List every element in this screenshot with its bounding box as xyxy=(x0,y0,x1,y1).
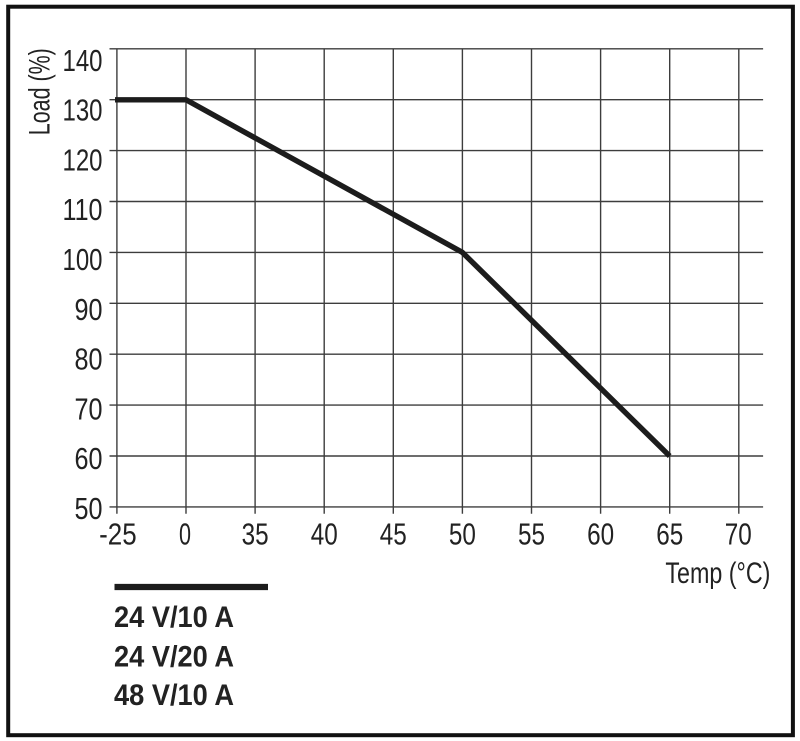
svg-text:Temp (°C): Temp (°C) xyxy=(665,557,770,590)
svg-text:35: 35 xyxy=(242,518,269,552)
svg-text:-25: -25 xyxy=(99,518,137,552)
svg-text:90: 90 xyxy=(75,293,103,327)
svg-text:40: 40 xyxy=(311,518,338,552)
svg-text:0: 0 xyxy=(179,518,191,552)
svg-text:65: 65 xyxy=(656,518,683,552)
svg-text:24 V/10 A: 24 V/10 A xyxy=(114,601,234,634)
svg-text:48 V/10 A: 48 V/10 A xyxy=(114,679,234,712)
svg-text:50: 50 xyxy=(449,518,476,552)
svg-text:80: 80 xyxy=(75,343,103,377)
svg-text:60: 60 xyxy=(587,518,614,552)
svg-text:70: 70 xyxy=(75,392,103,426)
svg-text:130: 130 xyxy=(63,94,103,128)
svg-text:110: 110 xyxy=(63,193,103,227)
svg-text:24 V/20 A: 24 V/20 A xyxy=(114,640,234,673)
svg-text:50: 50 xyxy=(75,492,103,526)
svg-text:55: 55 xyxy=(518,518,545,552)
svg-text:Load (%): Load (%) xyxy=(24,48,57,135)
svg-text:140: 140 xyxy=(63,44,103,78)
svg-text:70: 70 xyxy=(725,518,752,552)
svg-text:120: 120 xyxy=(63,143,103,177)
svg-text:60: 60 xyxy=(75,442,103,476)
svg-text:100: 100 xyxy=(63,243,103,277)
svg-text:45: 45 xyxy=(380,518,407,552)
